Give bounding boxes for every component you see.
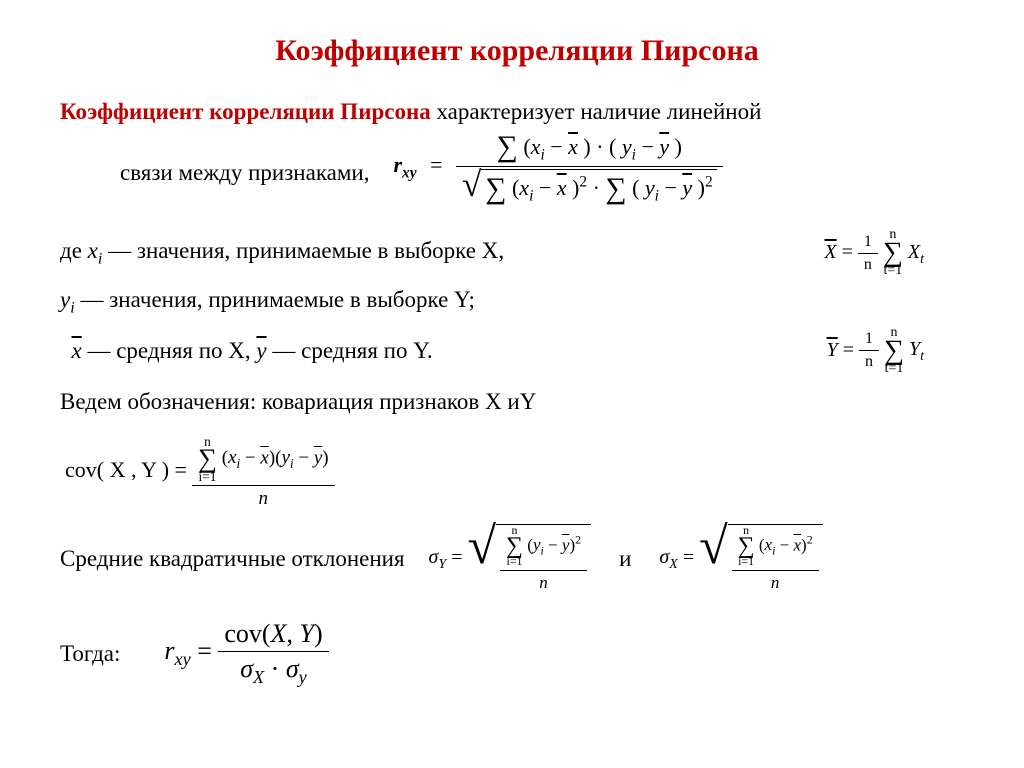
- n1: n: [858, 254, 878, 274]
- sl2: t=1: [885, 362, 904, 376]
- def-xi-pre: де: [60, 238, 88, 263]
- cov-lhs: cov( X , Y ) =: [65, 457, 187, 482]
- def-xi-row: де xi — значения, принимаемые в выборке …: [60, 228, 974, 278]
- then: Тогда:: [60, 638, 120, 669]
- slide: Коэффициент корреляции Пирсона Коэффицие…: [0, 0, 1024, 708]
- final-row: Тогда: rxy = cov(X, Y) σX · σy: [60, 619, 974, 688]
- sqrt-icon: √ ∑ (xi − x )2 · ∑ ( yi − y )2: [462, 169, 717, 205]
- def-xi: де xi — значения, принимаемые в выборке …: [60, 235, 504, 270]
- def-yi-text: — значения, принимаемые в выборке Y;: [75, 287, 475, 312]
- formula-rxy: rxy = ∑ (xi − x ) · ( yi − y ) √ ∑ (xi −…: [393, 129, 722, 206]
- n2: n: [859, 351, 879, 371]
- ybar-text: — средняя по Y.: [267, 338, 433, 363]
- formula-xbar: X = 1n n∑t=1 Xt: [824, 228, 924, 278]
- def-bars: x — средняя по X, y — средняя по Y.: [60, 335, 433, 366]
- notation-intro: Ведем обозначения: ковариация признаков …: [60, 386, 974, 417]
- formula-sigma-x: σX = √ n∑i=1 (xi − x)2 n: [659, 524, 822, 593]
- page-title: Коэффициент корреляции Пирсона: [60, 34, 974, 68]
- formula-cov: cov( X , Y ) = n∑i=1 (xi − x)(yi − y) n: [60, 435, 974, 510]
- intro-line2: связи между признаками,: [60, 129, 369, 188]
- formula-ybar: Y = 1n n∑t=1 Yt: [827, 326, 924, 376]
- between: и: [619, 543, 631, 574]
- def-xi-text: — значения, принимаемые в выборке X,: [102, 238, 504, 263]
- cov-sl: i=1: [199, 470, 217, 483]
- rxy-r: r: [393, 152, 402, 177]
- one: 1: [858, 233, 878, 254]
- sx-sl: i=1: [738, 556, 754, 568]
- sx-den: n: [771, 573, 780, 592]
- sy-sl: i=1: [507, 556, 523, 568]
- xbar-text: — средняя по X,: [82, 338, 257, 363]
- sl1: t=1: [884, 264, 903, 278]
- formula-sigma-y: σY = √ n∑i=1 (yi − y)2 n: [429, 524, 592, 593]
- cov-den: n: [259, 488, 269, 509]
- one2: 1: [859, 330, 879, 351]
- eq1: =: [430, 152, 442, 177]
- intro-rest: характеризует наличие линейной: [431, 99, 762, 124]
- rxy-sub: xy: [402, 165, 417, 182]
- intro-row2: связи между признаками, rxy = ∑ (xi − x …: [60, 129, 974, 206]
- intro-para: Коэффициент корреляции Пирсона характери…: [60, 96, 974, 127]
- sy-den: n: [539, 573, 548, 592]
- rxy-fraction: ∑ (xi − x ) · ( yi − y ) √ ∑ (xi − x )2 …: [456, 129, 723, 206]
- def-yi: yi — значения, принимаемые в выборке Y;: [60, 284, 974, 319]
- formula-final: rxy = cov(X, Y) σX · σy: [164, 619, 328, 688]
- intro-lead: Коэффициент корреляции Пирсона: [60, 99, 431, 124]
- def-bars-row: x — средняя по X, y — средняя по Y. Y = …: [60, 326, 974, 376]
- std-row: Средние квадратичные отклонения σY = √ n…: [60, 524, 974, 593]
- def-xi-var: xi: [88, 238, 103, 263]
- std-intro: Средние квадратичные отклонения: [60, 543, 405, 574]
